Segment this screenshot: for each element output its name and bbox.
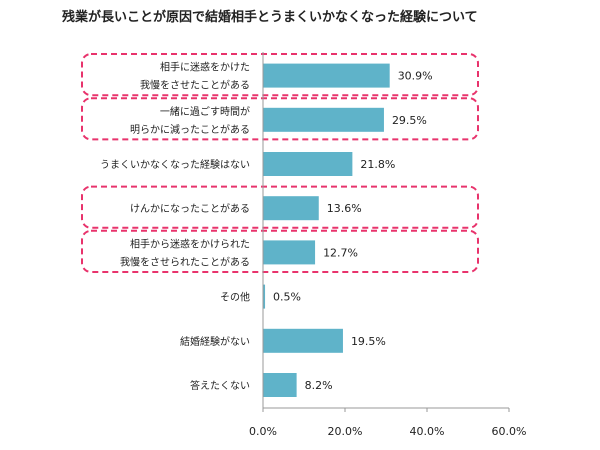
chart-title: 残業が長いことが原因で結婚相手とうまくいかなくなった経験について [62, 10, 478, 25]
category-label: 我慢をさせられたことがある [120, 255, 250, 268]
category-label: 結婚経験がない [180, 335, 250, 348]
x-tick-label: 20.0% [328, 425, 363, 438]
value-label: 29.5% [392, 114, 427, 127]
category-label: けんかになったことがある [130, 202, 250, 215]
category-label: 一緒に過ごす時間が [160, 105, 250, 118]
category-label: 明らかに減ったことがある [130, 123, 250, 136]
bar [263, 240, 316, 265]
bar [263, 152, 353, 176]
category-label: 答えたくない [190, 379, 250, 392]
category-label: 我慢をさせたことがある [140, 79, 250, 92]
category-label: 相手に迷惑をかけた [160, 61, 250, 74]
value-label: 12.7% [323, 246, 358, 259]
highlight-frame [81, 229, 479, 274]
value-label: 8.2% [305, 379, 333, 392]
value-label: 30.9% [398, 70, 433, 83]
category-label: その他 [220, 291, 250, 304]
highlight-frame [81, 185, 479, 229]
x-tick-label: 60.0% [492, 425, 527, 438]
category-label: 相手から迷惑をかけられた [130, 237, 250, 250]
value-label: 19.5% [351, 335, 386, 348]
value-label: 13.6% [327, 202, 362, 215]
x-tick-label: 40.0% [410, 425, 445, 438]
bar [263, 284, 266, 309]
bar [263, 107, 384, 132]
bar [263, 63, 390, 88]
bar [263, 196, 319, 221]
bar [263, 328, 343, 353]
highlight-frame [81, 53, 479, 97]
highlight-frame [81, 97, 479, 141]
x-tick-label: 0.0% [249, 425, 277, 438]
value-label: 0.5% [273, 291, 301, 304]
category-label: うまくいかなくなった経験はない [100, 158, 250, 171]
value-label: 21.8% [360, 158, 395, 171]
bar [263, 373, 297, 397]
